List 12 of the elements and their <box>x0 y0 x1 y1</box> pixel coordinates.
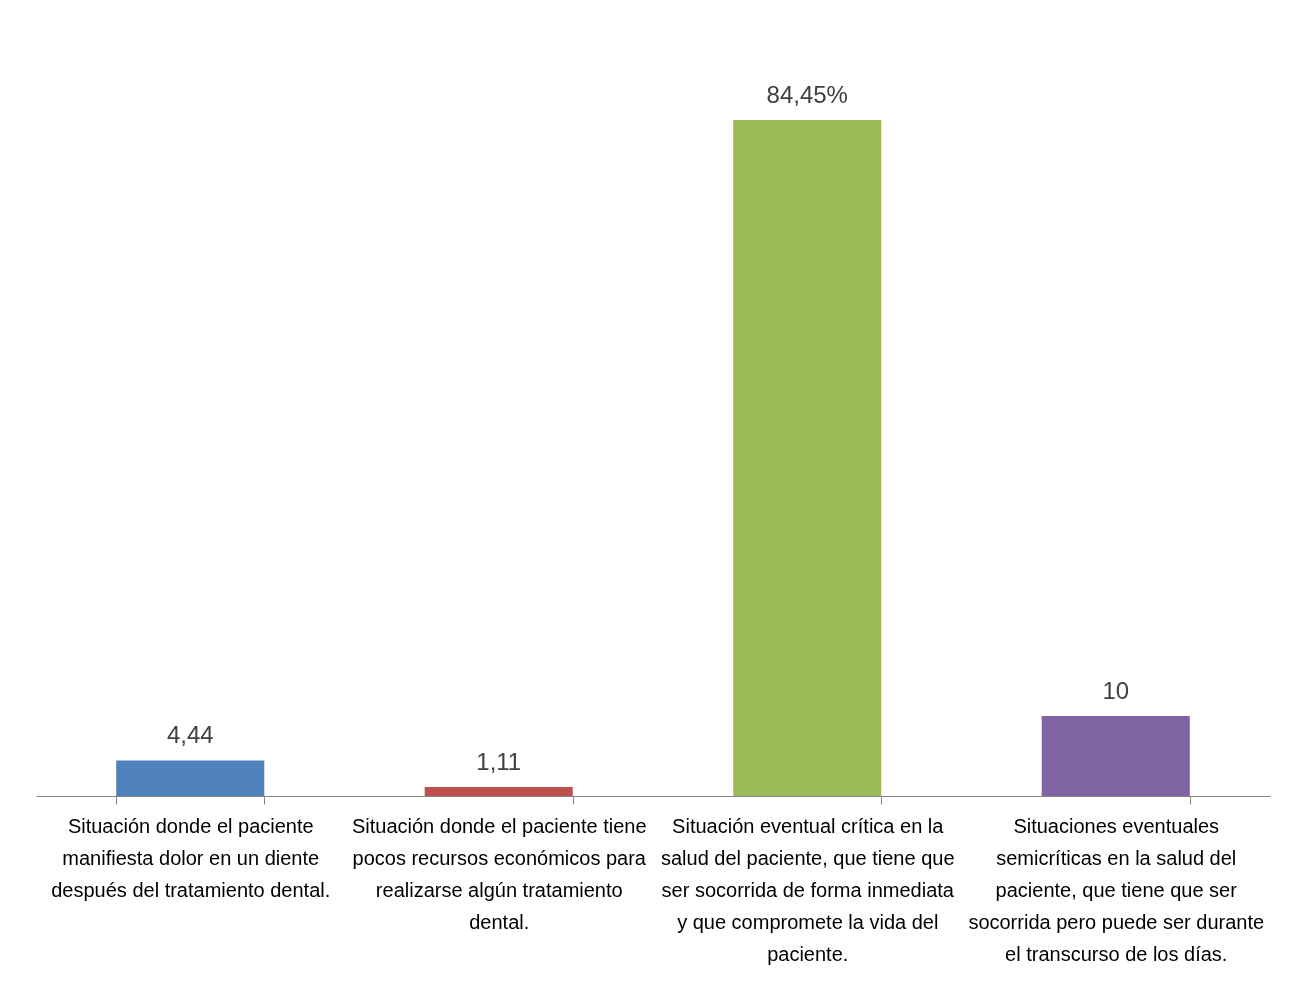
x-tick-label: Situación donde el paciente manifiesta dolor en un diente después del tratamiento dental. <box>51 814 331 901</box>
data-label: 1,11 <box>476 748 522 776</box>
x-tick-label: Situaciones eventuales semicríticas en la salud del paciente, que tiene que ser socorrida pero puede ser durante el transcurso de los días. <box>968 814 1265 965</box>
bar <box>733 120 882 796</box>
bar <box>116 760 265 796</box>
bar <box>424 787 573 796</box>
data-label: 4,44 <box>166 721 214 749</box>
x-tick-label: Situación eventual crítica en la salud del paciente, que tiene que ser socorrida de forma inmediata y que compromete la vida del paciente. <box>660 814 955 965</box>
x-tick-label: Situación donde el paciente tiene pocos recursos económicos para realizarse algún tratamiento dental. <box>351 814 647 933</box>
data-label: 84,45% <box>766 81 848 108</box>
data-label: 10 <box>1102 676 1130 704</box>
bar <box>1041 715 1190 796</box>
